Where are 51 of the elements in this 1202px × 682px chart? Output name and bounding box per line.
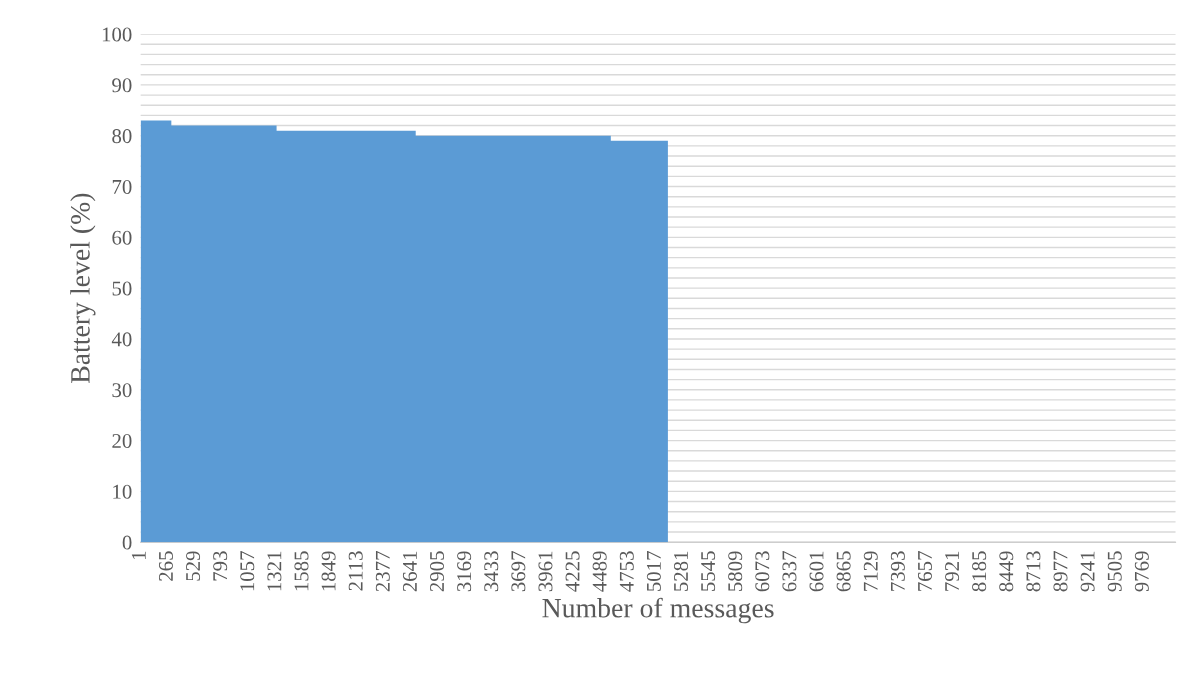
x-tick-label: 7657 (917, 551, 932, 591)
x-tick-label: 793 (213, 551, 228, 581)
x-tick-label: 3961 (538, 551, 553, 592)
y-tick-label: 70 (112, 179, 132, 194)
x-tick-label: 6601 (809, 551, 824, 592)
x-tick-label: 1585 (294, 551, 309, 591)
x-tick-label: 6337 (782, 551, 797, 592)
x-tick-label: 4753 (619, 551, 634, 592)
x-tick-label: 8713 (1026, 551, 1041, 592)
x-tick-label: 4225 (565, 551, 580, 592)
x-tick-label: 9769 (1134, 551, 1149, 592)
x-tick-label: 1057 (240, 551, 255, 591)
y-tick-label: 30 (112, 383, 132, 398)
y-tick-label: 10 (113, 484, 132, 499)
x-tick-label: 7129 (863, 551, 878, 591)
x-tick-label: 8449 (999, 551, 1014, 592)
y-tick-label: 100 (102, 27, 132, 42)
x-tick-label: 1 (131, 551, 146, 560)
x-tick-label: 5281 (673, 551, 688, 591)
x-tick-label: 1321 (267, 551, 282, 591)
x-tick-label: 2113 (348, 551, 363, 591)
x-tick-label: 2377 (375, 551, 390, 592)
x-tick-label: 7921 (945, 551, 960, 591)
x-tick-label: 3697 (511, 551, 526, 592)
y-tick-label: 80 (112, 129, 132, 144)
x-tick-label: 3433 (484, 551, 499, 592)
y-tick-label: 40 (111, 332, 132, 347)
x-axis-title: Number of messages (542, 597, 774, 624)
x-tick-label: 265 (158, 551, 173, 581)
x-tick-label: 3169 (457, 551, 472, 592)
x-tick-label: 5809 (728, 551, 743, 591)
x-tick-label: 529 (186, 551, 201, 581)
y-tick-label: 90 (112, 78, 132, 93)
x-tick-label: 5017 (646, 551, 661, 591)
x-tick-label: 9505 (1107, 551, 1122, 592)
y-axis-title: Battery level (%) (70, 193, 96, 383)
x-tick-label: 6073 (755, 551, 770, 592)
y-tick-label: 0 (122, 535, 132, 550)
x-tick-label: 2641 (402, 551, 417, 592)
x-tick-label: 6865 (836, 551, 851, 592)
x-tick-label: 9241 (1080, 551, 1095, 592)
x-tick-label: 1849 (321, 551, 336, 591)
x-tick-label: 7393 (890, 551, 905, 591)
y-tick-label: 60 (112, 230, 132, 245)
x-tick-label: 8977 (1053, 551, 1068, 592)
x-tick-label: 8185 (972, 551, 987, 592)
x-tick-label: 2905 (429, 551, 445, 592)
y-tick-label: 20 (112, 433, 132, 449)
x-tick-label: 5545 (701, 551, 716, 591)
x-tick-label: 4489 (592, 551, 607, 592)
y-tick-label: 50 (112, 281, 132, 296)
